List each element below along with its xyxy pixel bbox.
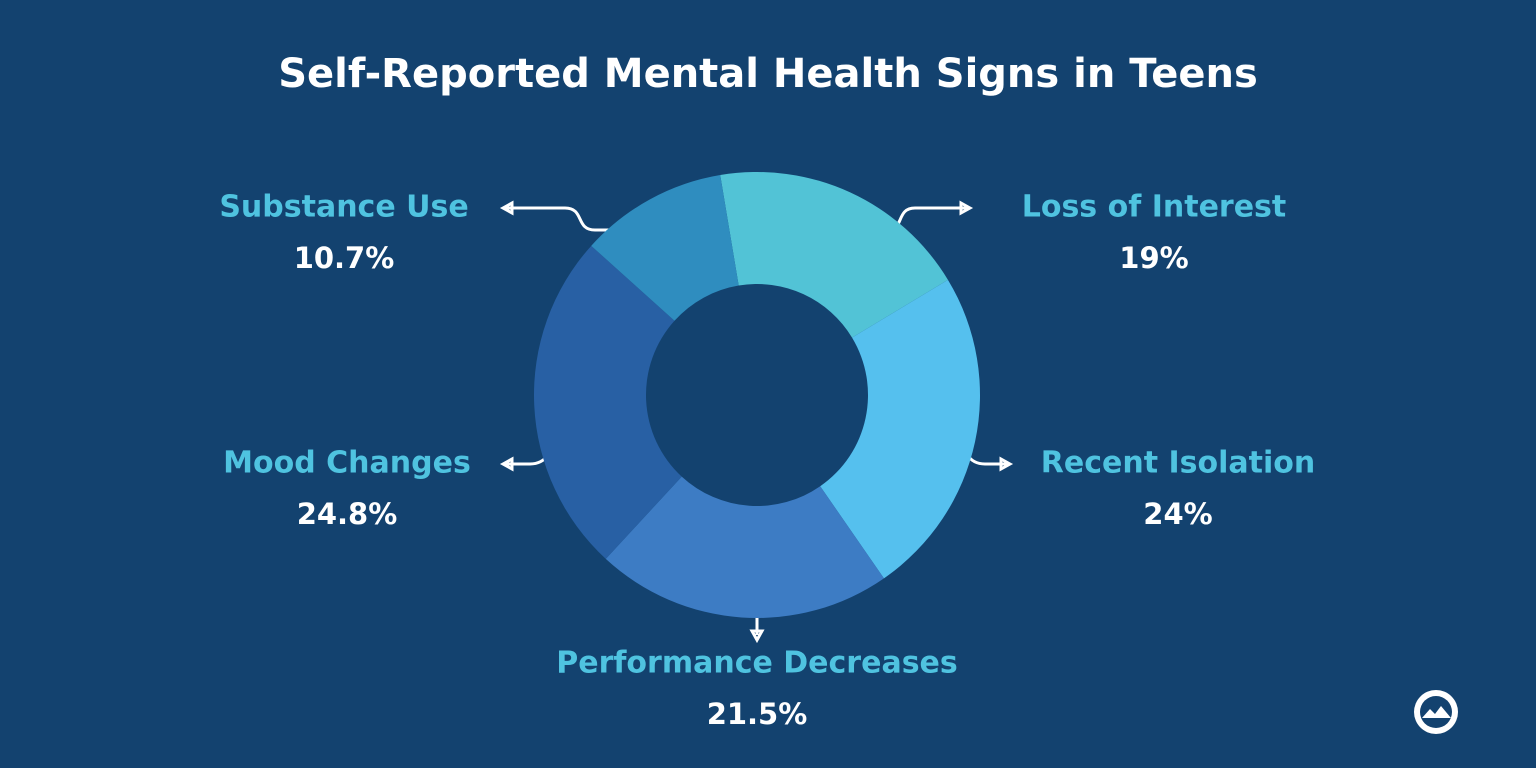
arrow bbox=[959, 200, 974, 216]
logo-mountain bbox=[1422, 706, 1451, 718]
category-label: Substance Use bbox=[219, 190, 468, 225]
donut-slice bbox=[820, 279, 980, 579]
category-label: Performance Decreases bbox=[556, 646, 958, 681]
connector bbox=[505, 206, 650, 232]
value-label: 10.7% bbox=[294, 241, 395, 275]
donut-slice bbox=[591, 175, 739, 321]
arrow bbox=[999, 456, 1014, 472]
value-label: 21.5% bbox=[707, 697, 808, 731]
logo-inner bbox=[1420, 696, 1452, 728]
value-label: 19% bbox=[1119, 241, 1188, 275]
arrow bbox=[499, 456, 514, 472]
logo bbox=[1414, 690, 1458, 734]
value-label: 24% bbox=[1143, 497, 1212, 531]
donut-slice bbox=[605, 476, 884, 618]
donut-slice bbox=[720, 172, 948, 338]
arrow bbox=[499, 200, 514, 216]
donut-slice bbox=[534, 245, 682, 559]
chart-title: Self-Reported Mental Health Signs in Tee… bbox=[278, 51, 1258, 97]
arrow bbox=[749, 629, 765, 644]
category-label: Loss of Interest bbox=[1022, 190, 1287, 225]
value-label: 24.8% bbox=[297, 497, 398, 531]
category-label: Mood Changes bbox=[223, 446, 471, 481]
category-label: Recent Isolation bbox=[1041, 446, 1315, 481]
